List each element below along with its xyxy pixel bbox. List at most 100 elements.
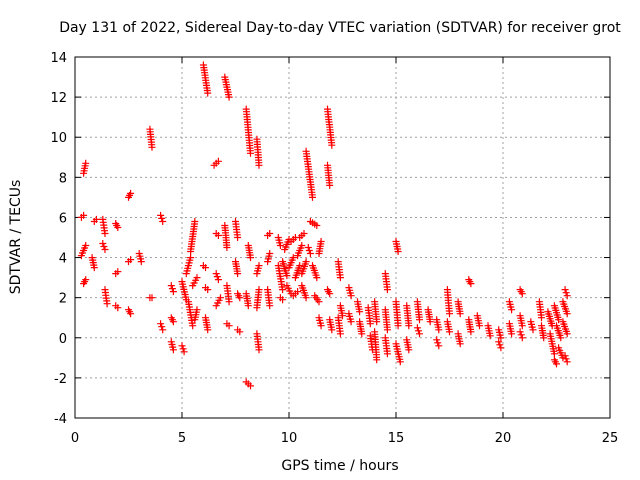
data-point (279, 286, 287, 294)
data-point (415, 327, 422, 335)
data-point (187, 254, 195, 262)
x-tick-label: 5 (178, 431, 186, 446)
data-point (433, 336, 441, 344)
data-point (383, 286, 391, 294)
data-point (434, 339, 442, 347)
x-tick-label: 25 (602, 431, 619, 446)
data-point (213, 273, 221, 281)
data-point (326, 290, 334, 298)
data-point (328, 326, 336, 334)
data-point (553, 360, 560, 368)
x-tick-label: 0 (71, 431, 79, 446)
data-point (326, 181, 334, 189)
y-tick-label: -4 (54, 412, 67, 427)
y-tick-label: 12 (50, 91, 67, 106)
data-point (383, 326, 391, 334)
data-point (540, 334, 548, 342)
data-point (518, 322, 526, 330)
data-point (313, 222, 321, 229)
data-point (236, 294, 244, 302)
data-point (561, 352, 569, 360)
data-point (373, 356, 381, 364)
data-point (518, 334, 526, 342)
data-point (317, 238, 325, 245)
data-point (383, 350, 391, 358)
data-point (309, 193, 316, 201)
data-point (497, 344, 505, 352)
data-point (426, 318, 434, 326)
data-point (467, 280, 475, 288)
data-point (356, 308, 364, 316)
data-point (159, 218, 167, 225)
data-point (446, 328, 453, 336)
data-point (538, 314, 545, 322)
data-point (561, 286, 569, 294)
data-point (247, 382, 254, 390)
data-point (394, 322, 402, 330)
data-point (169, 288, 177, 296)
data-point (518, 290, 526, 298)
data-point (476, 322, 483, 330)
data-point (92, 215, 100, 223)
data-point (294, 288, 302, 296)
data-point (180, 348, 188, 356)
data-point (103, 300, 111, 308)
y-tick-label: -2 (54, 372, 67, 387)
data-point (562, 355, 570, 363)
data-point (283, 272, 291, 280)
data-point (446, 310, 453, 318)
y-tick-label: 0 (59, 332, 67, 347)
data-point (266, 250, 274, 257)
data-point (302, 294, 310, 302)
data-point (557, 334, 565, 342)
data-point (266, 230, 274, 237)
data-point (305, 247, 313, 254)
data-point (306, 250, 314, 257)
plot-frame (74, 56, 611, 419)
data-point (328, 141, 336, 149)
data-points (77, 61, 571, 390)
data-point (225, 322, 233, 330)
data-point (179, 345, 187, 353)
y-tick-label: 8 (59, 171, 67, 186)
data-point (148, 294, 156, 302)
data-point (373, 318, 381, 326)
data-point (435, 342, 443, 350)
data-point (204, 89, 212, 97)
data-point (497, 334, 505, 342)
data-point (336, 274, 344, 282)
data-point (169, 318, 177, 326)
data-point (496, 341, 504, 349)
y-tick-label: 14 (50, 51, 67, 66)
data-point (298, 242, 306, 249)
data-point (137, 258, 145, 266)
data-point (347, 318, 355, 326)
data-point (101, 230, 109, 237)
data-point (255, 346, 263, 354)
data-point (189, 322, 197, 330)
data-point (563, 330, 571, 338)
data-point (204, 326, 212, 334)
data-point (193, 274, 201, 282)
data-point (456, 340, 464, 348)
data-point (358, 330, 366, 338)
x-tick-label: 10 (281, 431, 298, 446)
data-point (279, 296, 287, 304)
data-point (550, 350, 558, 358)
data-point (217, 294, 224, 302)
data-point (225, 298, 233, 306)
y-tick-label: 2 (59, 292, 67, 307)
data-point (516, 328, 524, 336)
data-point (416, 330, 423, 338)
data-point (255, 161, 263, 169)
data-point (168, 285, 176, 293)
data-point (80, 211, 88, 219)
data-point (114, 224, 122, 231)
data-point (212, 270, 220, 278)
y-axis-label: SDTVAR / TECUs (8, 180, 24, 295)
data-point (234, 270, 242, 278)
data-point (347, 292, 355, 300)
x-tick-label: 15 (388, 431, 405, 446)
data-point (266, 302, 274, 310)
